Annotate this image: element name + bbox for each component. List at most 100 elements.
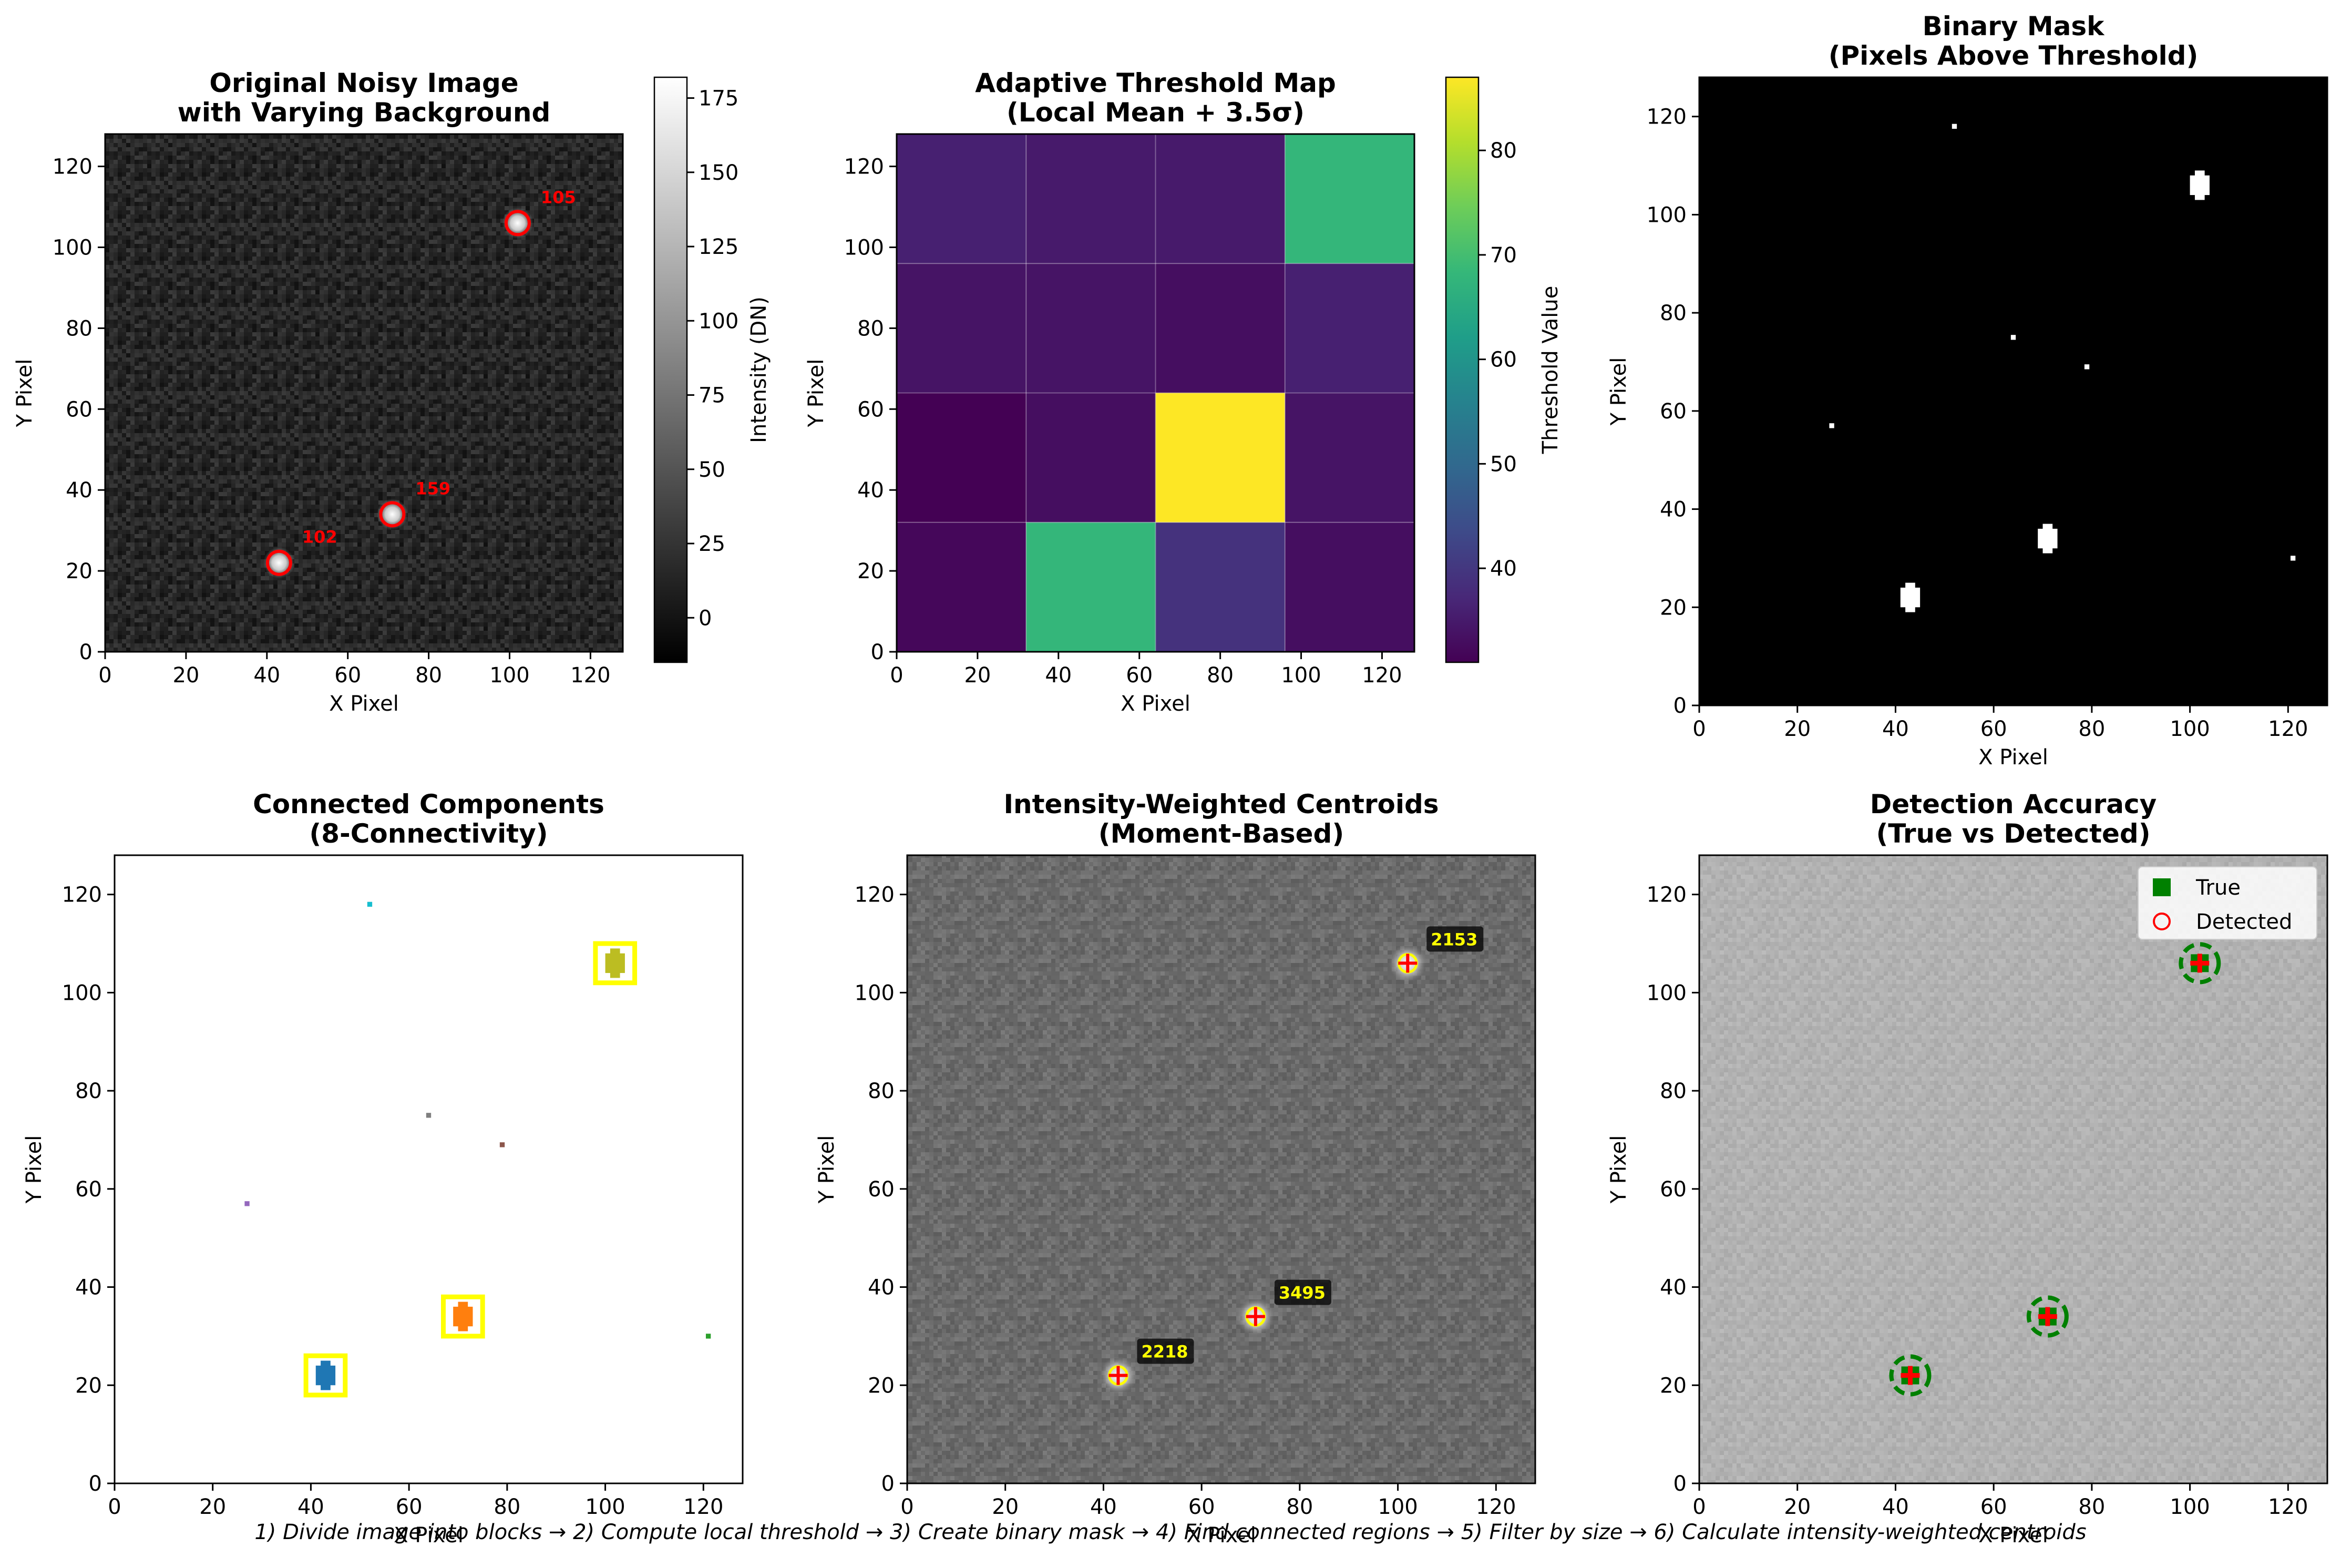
- p4-component-box: [441, 1294, 485, 1339]
- p2-threshold-block: [1155, 522, 1285, 652]
- p5-ytick-label: 80: [868, 1079, 895, 1103]
- p2-xtick-label: 0: [890, 663, 903, 688]
- p4-ytick-label: 40: [75, 1276, 102, 1300]
- p2-threshold-block: [1155, 393, 1285, 522]
- p4-xtick-label: 120: [683, 1495, 723, 1519]
- p5-xtick-label: 80: [1286, 1495, 1313, 1519]
- p1-xtick-label: 80: [415, 663, 442, 688]
- p2-xtick-label: 60: [1126, 663, 1153, 688]
- p4-xtick-label: 100: [585, 1495, 625, 1519]
- p1-xtick-label: 20: [172, 663, 199, 688]
- p5-flux-label-box: [1426, 926, 1484, 952]
- p2-ylabel: Y Pixel: [804, 359, 828, 428]
- p2-axes: Adaptive Threshold Map(Local Mean + 3.5σ…: [897, 68, 1414, 652]
- p1-xtick-label: 0: [98, 663, 111, 688]
- p1-source-circle: [265, 549, 292, 576]
- p2-colorbar: 40 50 60 70 80 Threshold Value: [1445, 76, 1563, 663]
- p6-legend-detected-label: Detected: [2196, 910, 2292, 934]
- p4-plot-area: [115, 855, 743, 1483]
- p1-ytick-label: 40: [66, 478, 93, 503]
- p6-xtick-label: 80: [2078, 1495, 2105, 1519]
- p2-colorbar-tick-label: 40: [1490, 557, 1517, 581]
- p3-mask-pixel: [1829, 423, 1834, 428]
- p3-title-line: (Pixels Above Threshold): [1829, 40, 2199, 71]
- p6-title-line: Detection Accuracy: [1870, 789, 2157, 819]
- p4-ylabel: Y Pixel: [22, 1135, 46, 1204]
- p1-plot-area: [105, 134, 623, 652]
- p6-legend-true-label: True: [2195, 876, 2241, 900]
- p6-title-line: (True vs Detected): [1876, 818, 2150, 849]
- p3-ytick-label: 60: [1660, 399, 1687, 424]
- p2-threshold-block: [897, 393, 1026, 522]
- p6-legend-detected-swatch: [2153, 913, 2171, 930]
- p2-threshold-block: [1026, 522, 1156, 652]
- p4-xtick-label: 80: [494, 1495, 520, 1519]
- p6-frame: 0 20 40 60 80 100 120 0 20 40 60 80 100 120 X Pixel Y P…: [1607, 854, 2328, 1547]
- p4-component-part: [458, 1301, 468, 1331]
- p2-threshold-block: [1026, 263, 1156, 393]
- p2-threshold-block: [897, 263, 1026, 393]
- p5-ytick-label: 60: [868, 1177, 895, 1202]
- p5-xtick-label: 100: [1378, 1495, 1418, 1519]
- p1-colorbar-tick-label: 50: [699, 458, 725, 482]
- p5-xtick-label: 20: [992, 1495, 1019, 1519]
- p5-ytick-label: 120: [855, 883, 895, 907]
- p3-plot-area: [1699, 77, 2327, 705]
- p2-threshold-block: [1285, 134, 1414, 264]
- p1-source-circle: [379, 501, 406, 528]
- p4-ytick-label: 120: [62, 883, 102, 907]
- p3-xtick-label: 40: [1882, 717, 1909, 741]
- p4-component-pixel: [367, 901, 373, 907]
- p5-ytick-label: 40: [868, 1276, 895, 1300]
- p3-ylabel: Y Pixel: [1607, 357, 1631, 426]
- p6-xtick-label: 60: [1980, 1495, 2007, 1519]
- p2-colorbar-tick-label: 80: [1490, 139, 1517, 163]
- p4-component-pixel: [499, 1142, 505, 1147]
- p1-ytick-label: 20: [66, 559, 93, 583]
- p1-ylabel: Y Pixel: [13, 359, 37, 428]
- p3-mask-pixel: [2084, 364, 2090, 370]
- p6-axes-frame: [1698, 854, 2328, 1484]
- p4-xlabel: X Pixel: [394, 1523, 464, 1547]
- p5-ylabel: Y Pixel: [815, 1135, 839, 1204]
- p4-frame: 0 20 40 60 80 100 120 0 20 40 60 80 100 120 X Pixel Y P…: [22, 854, 744, 1547]
- p2-threshold-block: [897, 134, 1026, 264]
- p5-axes: Intensity-Weighted Centroids(Moment-Base…: [907, 789, 1535, 1483]
- p4-xtick-label: 20: [199, 1495, 226, 1519]
- p6-xtick-label: 0: [1692, 1495, 1706, 1519]
- p4-component-pixel: [426, 1113, 432, 1118]
- p4-component-part: [321, 1360, 331, 1390]
- p5-xtick-label: 40: [1090, 1495, 1117, 1519]
- p1-colorbar-tick-label: 75: [699, 384, 725, 408]
- p3-xtick-label: 20: [1784, 717, 1811, 741]
- p2-colorbar-label: Threshold Value: [1538, 286, 1563, 455]
- p5-flux-label-box: [1137, 1338, 1194, 1364]
- p4-ytick-label: 60: [75, 1177, 102, 1202]
- p1-xlabel: X Pixel: [329, 692, 399, 716]
- p4-title-line: (8-Connectivity): [309, 818, 548, 849]
- p6-xtick-label: 20: [1784, 1495, 1811, 1519]
- p6-ytick-label: 120: [1647, 883, 1687, 907]
- p2-threshold-block: [1026, 134, 1156, 264]
- p3-ytick-label: 0: [1673, 694, 1687, 718]
- p3-mask-region-part: [2042, 524, 2053, 554]
- p2-title-line: Adaptive Threshold Map: [975, 68, 1336, 98]
- p2-axes-frame: [896, 133, 1415, 653]
- p6-axes: Detection Accuracy(True vs Detected) True…: [1699, 789, 2327, 1483]
- p2-title-line: (Local Mean + 3.5σ): [1007, 97, 1305, 128]
- p3-mask-region-part: [2194, 170, 2205, 200]
- p1-title-line: with Varying Background: [178, 97, 551, 128]
- p2-colorbar-tick-label: 50: [1490, 452, 1517, 476]
- p6-ylabel: Y Pixel: [1607, 1135, 1631, 1204]
- p5-frame: 0 20 40 60 80 100 120 0 20 40 60 80 100 120 X Pixel Y P…: [815, 854, 1536, 1547]
- p1-ytick-label: 60: [66, 397, 93, 422]
- p1-ytick-label: 80: [66, 316, 93, 341]
- p6-legend: True Detected: [2138, 866, 2317, 940]
- p2-colorbar-tick-label: 60: [1490, 348, 1517, 372]
- p6-legend-true-swatch: [2153, 878, 2171, 896]
- p6-xtick-label: 40: [1882, 1495, 1909, 1519]
- p1-colorbar: 0 25 50 75 100 125 150 175 Intensity (DN): [653, 76, 771, 663]
- p1-colorbar-label: Intensity (DN): [747, 296, 771, 443]
- pipeline-footer: 1) Divide image into blocks → 2) Compute…: [254, 1520, 2086, 1544]
